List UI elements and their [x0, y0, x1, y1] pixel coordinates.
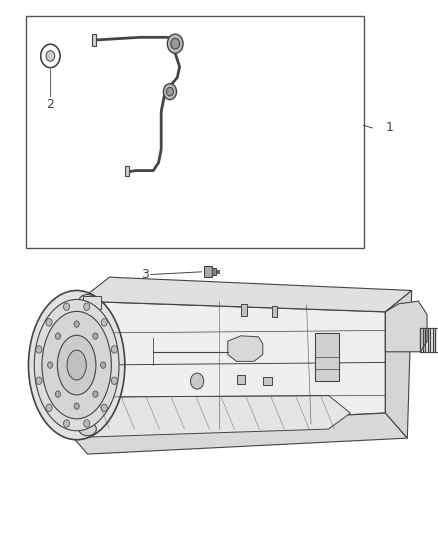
Circle shape [55, 333, 60, 340]
Bar [92, 34, 96, 46]
Circle shape [84, 420, 90, 427]
Ellipse shape [79, 422, 96, 436]
Circle shape [46, 404, 52, 411]
Bar [263, 377, 272, 385]
Circle shape [191, 373, 204, 389]
Polygon shape [79, 277, 412, 312]
Bar [212, 268, 216, 275]
Circle shape [74, 403, 79, 409]
Circle shape [41, 44, 60, 68]
Circle shape [101, 404, 107, 411]
Circle shape [166, 87, 173, 96]
Circle shape [36, 346, 42, 353]
Circle shape [36, 377, 42, 384]
Circle shape [167, 34, 183, 53]
Circle shape [111, 377, 117, 384]
Circle shape [46, 51, 55, 61]
Bar [216, 270, 219, 273]
Bar [237, 375, 245, 384]
Bar [83, 296, 101, 309]
Polygon shape [385, 290, 412, 438]
Circle shape [74, 321, 79, 327]
Text: 2: 2 [46, 98, 54, 110]
Circle shape [93, 333, 98, 340]
Polygon shape [228, 336, 263, 361]
Bar [315, 333, 339, 381]
Circle shape [84, 303, 90, 310]
Text: 3: 3 [141, 268, 149, 281]
Ellipse shape [79, 294, 96, 308]
Circle shape [55, 391, 60, 397]
Ellipse shape [67, 350, 86, 380]
Bar [241, 304, 247, 316]
Bar [272, 306, 277, 317]
Circle shape [64, 420, 70, 427]
Bar [26, 16, 364, 248]
Ellipse shape [28, 290, 125, 440]
Ellipse shape [34, 300, 119, 431]
Circle shape [163, 84, 177, 100]
Circle shape [100, 362, 106, 368]
Bar [204, 266, 212, 277]
Ellipse shape [57, 335, 96, 395]
Circle shape [64, 303, 70, 310]
Polygon shape [66, 301, 385, 429]
Polygon shape [74, 395, 350, 437]
Polygon shape [385, 301, 427, 352]
Circle shape [93, 391, 98, 397]
Circle shape [171, 38, 180, 49]
Circle shape [47, 362, 53, 368]
Ellipse shape [42, 311, 111, 419]
Polygon shape [66, 413, 407, 454]
Bar [125, 166, 129, 176]
Circle shape [111, 346, 117, 353]
Circle shape [101, 319, 107, 326]
Text: 1: 1 [385, 122, 393, 134]
Circle shape [46, 319, 52, 326]
